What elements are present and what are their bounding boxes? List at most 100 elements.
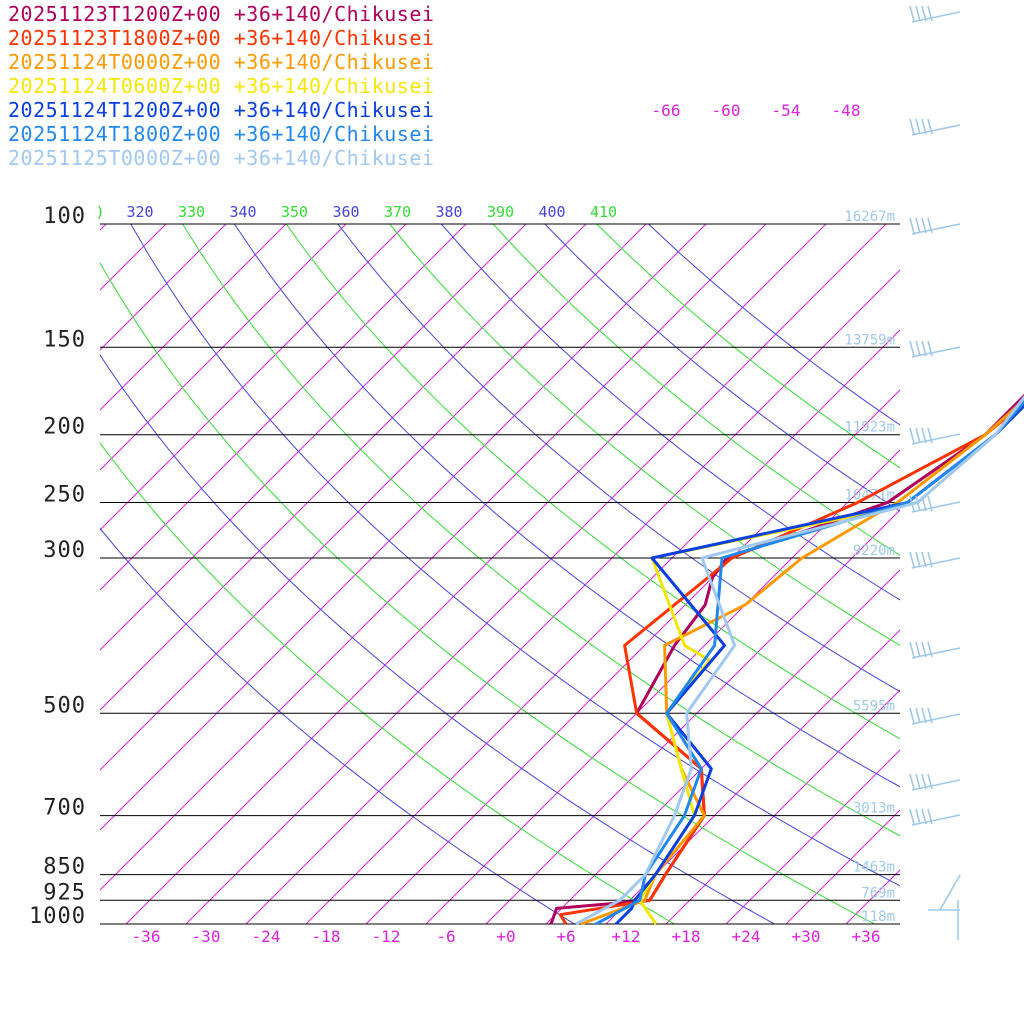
pressure-label: 150	[43, 327, 86, 352]
isotherm-line	[665, 689, 900, 924]
wind-barb-flag	[927, 427, 933, 444]
pressure-label: 700	[43, 796, 86, 821]
dry-adiabat-line	[100, 442, 676, 924]
wind-barb-flag	[909, 495, 915, 512]
isotherm-line	[100, 224, 467, 591]
isotherm-line	[485, 509, 900, 924]
wind-barb-flag	[921, 5, 927, 22]
legend-entry-3: 20251124T0000Z+00 +36+140/Chikusei	[8, 50, 435, 74]
x-tick-label: +24	[732, 927, 761, 946]
theta-label: 360	[332, 203, 359, 221]
pressure-label: 300	[43, 538, 86, 563]
x-tick-label: -6	[436, 927, 455, 946]
wind-barb-staff	[939, 874, 961, 911]
x-tick-label: +12	[612, 927, 641, 946]
isotherm-line	[845, 869, 900, 924]
isotherm-line	[545, 569, 900, 924]
isotherm-line	[785, 809, 900, 924]
wind-barb-flag	[927, 118, 933, 135]
legend-entry-6: 20251124T1800Z+00 +36+140/Chikusei	[8, 122, 435, 146]
isotherm-line	[425, 449, 900, 924]
wind-barb-flag	[921, 495, 927, 512]
wind-barb-flag	[927, 641, 933, 658]
height-label: 769m	[861, 885, 895, 901]
theta-label: 380	[435, 203, 462, 221]
wind-barb-flag	[909, 5, 915, 22]
pressure-label: 200	[43, 415, 86, 440]
theta-label: 370	[384, 203, 411, 221]
x-tick-label: +30	[792, 927, 821, 946]
pressure-label: 1000	[29, 904, 86, 929]
wind-barb-flag	[909, 808, 915, 825]
wind-barb-flag	[921, 641, 927, 658]
theta-label: 330	[178, 203, 205, 221]
x-tick-label: +36	[852, 927, 881, 946]
pressure-label: 250	[43, 483, 86, 508]
wind-barb-flag	[921, 340, 927, 357]
wind-barb-flag	[909, 118, 915, 135]
wind-barb-flag	[927, 551, 933, 568]
wind-barb-flag	[909, 641, 915, 658]
dry-adiabat-line	[389, 224, 900, 646]
wind-barb-flag	[915, 707, 921, 724]
isotherm-line	[605, 629, 900, 924]
wind-barb-flag	[927, 808, 933, 825]
upper-temp-label: -54	[772, 101, 801, 120]
wind-barb-flag	[921, 427, 927, 444]
height-label: 118m	[861, 909, 895, 925]
wind-barb-flag	[927, 217, 933, 234]
isotherm-line	[100, 224, 347, 471]
dry-adiabat-line	[233, 224, 900, 788]
isotherm-line	[0, 224, 46, 924]
wind-barb-flag	[909, 551, 915, 568]
dry-adiabat-line	[100, 261, 876, 924]
isotherm-line	[725, 749, 900, 924]
dry-adiabat-line	[441, 224, 900, 601]
legend-entry-1: 20251123T1200Z+00 +36+140/Chikusei	[8, 2, 435, 26]
isotherm-line	[245, 269, 900, 924]
legend-entry-4: 20251124T0600Z+00 +36+140/Chikusei	[8, 74, 435, 98]
theta-label: 320	[126, 203, 153, 221]
sounding-profiles	[549, 393, 1024, 926]
x-tick-label: -36	[132, 927, 161, 946]
wind-barb-flag	[915, 773, 921, 790]
dry-adiabat-line	[285, 224, 900, 740]
wind-barb-flag	[915, 118, 921, 135]
x-tick-label: +0	[496, 927, 515, 946]
legend-entry-2: 20251123T1800Z+00 +36+140/Chikusei	[8, 26, 435, 50]
sounding-line-1	[549, 393, 1024, 925]
chart-legend: 20251123T1200Z+00 +36+140/Chikusei 20251…	[8, 2, 434, 170]
dry-adiabat-line	[130, 224, 900, 887]
wind-barb-flag	[909, 773, 915, 790]
upper-temp-label: -48	[832, 101, 861, 120]
background-lines	[0, 224, 900, 924]
height-label: 1463m	[853, 860, 895, 876]
wind-barb-flag	[915, 495, 921, 512]
isotherm-line	[100, 224, 407, 531]
dry-adiabat-line	[182, 224, 900, 837]
sounding-line-4	[638, 403, 1024, 925]
wind-barbs	[909, 5, 961, 940]
wind-barb-flag	[921, 707, 927, 724]
x-tick-label: -12	[372, 927, 401, 946]
height-label: 9220m	[853, 543, 895, 559]
wind-barb-flag	[927, 773, 933, 790]
isotherm-line	[100, 224, 527, 651]
upper-temp-label: -60	[712, 101, 741, 120]
isotherm-line	[305, 329, 900, 924]
wind-barb-flag	[909, 217, 915, 234]
wind-barb-flag	[927, 707, 933, 724]
wind-barb-flag	[921, 118, 927, 135]
isotherm-line	[100, 224, 587, 711]
wind-barb-flag	[909, 427, 915, 444]
dry-adiabat-line	[337, 224, 900, 693]
x-tick-label: -18	[312, 927, 341, 946]
wind-barb-flag	[909, 340, 915, 357]
sounding-line-2	[558, 401, 1024, 925]
x-tick-label: +6	[556, 927, 575, 946]
isotherm-line	[100, 224, 287, 411]
wind-barb-flag	[915, 217, 921, 234]
height-label: 3013m	[853, 801, 895, 817]
x-tick-label: -30	[192, 927, 221, 946]
theta-label: 350	[281, 203, 308, 221]
